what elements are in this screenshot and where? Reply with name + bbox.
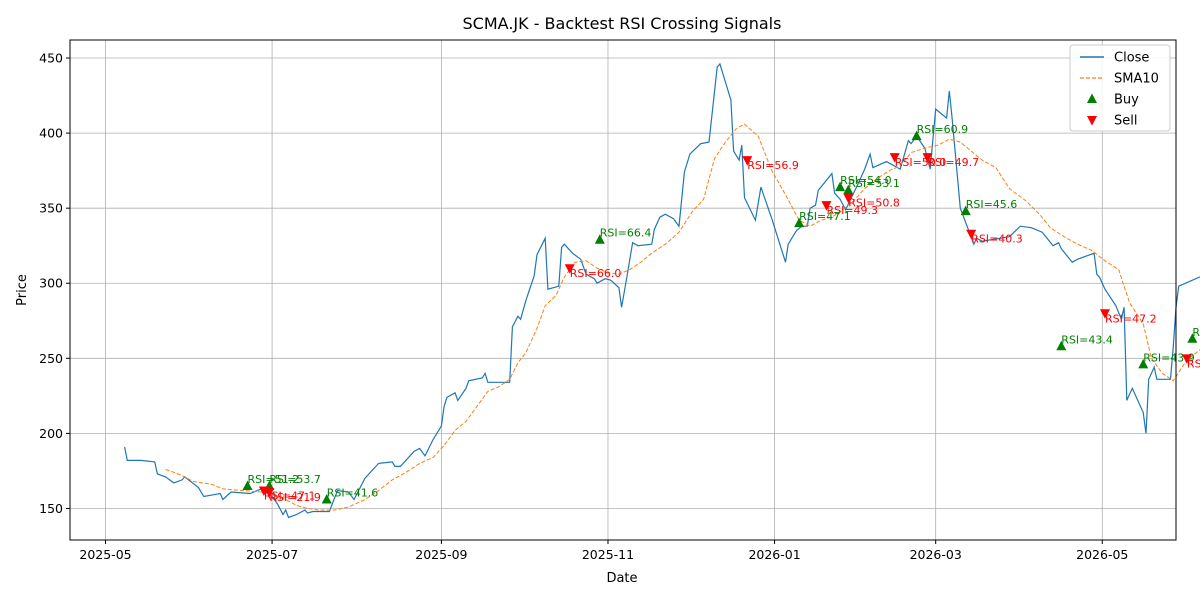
sell-signal-marker bbox=[742, 156, 753, 166]
y-axis-label: Price bbox=[15, 274, 30, 306]
sell-signal-marker bbox=[821, 201, 832, 211]
sell-rsi-annotation: RSI=47.1 bbox=[264, 489, 316, 502]
axes-frame bbox=[69, 39, 1177, 541]
sell-signal-marker bbox=[264, 487, 275, 498]
buy-signal-marker bbox=[242, 480, 253, 490]
buy-rsi-annotation: RSI=66.4 bbox=[600, 227, 652, 240]
close-price-line bbox=[124, 62, 1200, 519]
x-tick-label: 2026-01 bbox=[748, 547, 800, 562]
sell-signal-marker bbox=[843, 193, 854, 204]
grid-lines bbox=[70, 40, 1176, 540]
buy-rsi-annotation: RSI=41.6 bbox=[327, 486, 379, 499]
sell-rsi-annotation: RSI=49.7 bbox=[927, 156, 979, 169]
buy-signal-marker bbox=[960, 205, 971, 216]
legend-label: SMA10 bbox=[1114, 72, 1159, 87]
sell-signal-marker bbox=[922, 153, 933, 163]
sell-signal-marker bbox=[1181, 354, 1192, 364]
buy-signal-marker bbox=[843, 184, 854, 195]
sell-signal-marker bbox=[889, 153, 900, 163]
buy-rsi-annotation: RSI=43.4 bbox=[1061, 333, 1113, 346]
buy-signal-marker bbox=[794, 217, 805, 228]
legend-label: Sell bbox=[1114, 114, 1137, 129]
y-axis-ticks: 150 200 250 300 350 400 450 bbox=[39, 51, 70, 516]
buy-rsi-annotation: RSI=53.1 bbox=[848, 177, 900, 190]
sell-rsi-annotation: RSI=40.3 bbox=[971, 233, 1023, 246]
sell-rsi-annotation: RSI=50.0 bbox=[895, 156, 947, 169]
x-tick-label: 2025-05 bbox=[79, 547, 131, 562]
buy-signal-marker bbox=[911, 130, 922, 141]
x-tick-label: 2025-09 bbox=[415, 547, 467, 562]
buy-rsi-annotation: RSI=51.7 bbox=[1192, 326, 1200, 339]
buy-signal-marker bbox=[1187, 333, 1198, 343]
x-axis-label: Date bbox=[606, 571, 637, 586]
legend-buy-swatch bbox=[1087, 93, 1097, 103]
sell-signal-marker bbox=[564, 264, 575, 274]
x-tick-label: 2026-05 bbox=[1076, 547, 1128, 562]
chart-title: SCMA.JK - Backtest RSI Crossing Signals bbox=[463, 14, 782, 33]
buy-signal-marker bbox=[594, 234, 605, 244]
buy-signal-marker bbox=[1138, 358, 1149, 369]
y-tick-label: 300 bbox=[39, 276, 63, 291]
buy-rsi-annotation: RSI=53.7 bbox=[269, 473, 321, 486]
sell-rsi-annotation: RSI=50.8 bbox=[848, 197, 900, 210]
y-tick-label: 250 bbox=[39, 351, 63, 366]
sell-rsi-annotation: RSI=21.9 bbox=[269, 491, 321, 504]
x-tick-label: 2026-03 bbox=[910, 547, 962, 562]
x-tick-label: 2025-11 bbox=[582, 547, 634, 562]
sell-rsi-annotation: RSI=45.2 bbox=[1187, 357, 1200, 370]
y-tick-label: 150 bbox=[39, 501, 63, 516]
y-tick-label: 200 bbox=[39, 426, 63, 441]
sell-signal-marker bbox=[966, 229, 977, 240]
legend: Close SMA10 Buy Sell bbox=[1069, 44, 1171, 132]
sell-rsi-annotation: RSI=56.9 bbox=[747, 159, 799, 172]
buy-rsi-annotation: RSI=60.9 bbox=[917, 123, 969, 136]
buy-signal-marker bbox=[321, 493, 332, 504]
legend-label: Buy bbox=[1114, 93, 1139, 108]
buy-rsi-annotation: RSI=47.1 bbox=[799, 210, 851, 223]
buy-rsi-annotation: RSI=54.0 bbox=[840, 174, 892, 187]
x-axis-ticks: 2025-05 2025-07 2025-09 2025-11 2026-01 2026-… bbox=[79, 540, 1128, 562]
x-tick-label: 2025-07 bbox=[246, 547, 298, 562]
sell-rsi-annotation: RSI=49.3 bbox=[826, 204, 878, 217]
buy-rsi-annotation: RSI=51.2 bbox=[248, 473, 300, 486]
legend-box bbox=[1069, 44, 1171, 132]
legend-sell-swatch bbox=[1087, 116, 1097, 126]
buy-rsi-annotation: RSI=43.9 bbox=[1143, 351, 1195, 364]
buy-signal-marker bbox=[1056, 340, 1067, 351]
legend-label: Close bbox=[1114, 51, 1149, 66]
y-tick-label: 350 bbox=[39, 201, 63, 216]
buy-signal-marker bbox=[835, 181, 846, 192]
y-tick-label: 400 bbox=[39, 126, 63, 141]
y-tick-label: 450 bbox=[39, 51, 63, 66]
sell-rsi-annotation: RSI=47.2 bbox=[1105, 312, 1157, 325]
buy-rsi-annotation: RSI=45.6 bbox=[966, 198, 1018, 211]
sell-rsi-annotation: RSI=66.0 bbox=[570, 267, 622, 280]
sell-signal-marker bbox=[1099, 309, 1110, 319]
